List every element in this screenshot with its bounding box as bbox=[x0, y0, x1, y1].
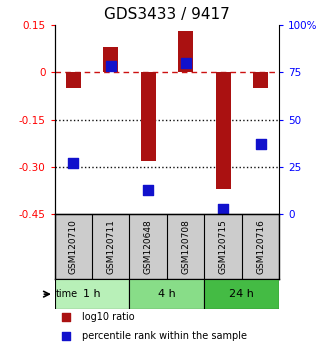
Point bbox=[221, 206, 226, 211]
Text: GSM120710: GSM120710 bbox=[69, 219, 78, 274]
FancyBboxPatch shape bbox=[55, 279, 129, 309]
Text: time: time bbox=[55, 289, 77, 299]
Point bbox=[258, 141, 263, 147]
Bar bbox=[216, 72, 230, 189]
Bar bbox=[66, 72, 81, 88]
Title: GDS3433 / 9417: GDS3433 / 9417 bbox=[104, 7, 230, 22]
Text: 1 h: 1 h bbox=[83, 289, 101, 299]
Text: log10 ratio: log10 ratio bbox=[82, 312, 134, 322]
Bar bbox=[141, 72, 156, 161]
Bar bbox=[253, 72, 268, 88]
Point bbox=[63, 333, 68, 339]
Text: 24 h: 24 h bbox=[230, 289, 254, 299]
Bar bbox=[103, 47, 118, 72]
Text: GSM120708: GSM120708 bbox=[181, 219, 190, 274]
Point bbox=[71, 160, 76, 166]
Point bbox=[63, 314, 68, 320]
Text: percentile rank within the sample: percentile rank within the sample bbox=[82, 331, 247, 341]
Text: GSM120715: GSM120715 bbox=[219, 219, 228, 274]
Point bbox=[183, 60, 188, 65]
Bar bbox=[178, 31, 193, 72]
Text: 4 h: 4 h bbox=[158, 289, 176, 299]
Point bbox=[108, 64, 113, 69]
Text: GSM120716: GSM120716 bbox=[256, 219, 265, 274]
FancyBboxPatch shape bbox=[204, 279, 279, 309]
Text: GSM120648: GSM120648 bbox=[144, 219, 153, 274]
Text: GSM120711: GSM120711 bbox=[106, 219, 115, 274]
Point bbox=[146, 187, 151, 193]
FancyBboxPatch shape bbox=[129, 279, 204, 309]
